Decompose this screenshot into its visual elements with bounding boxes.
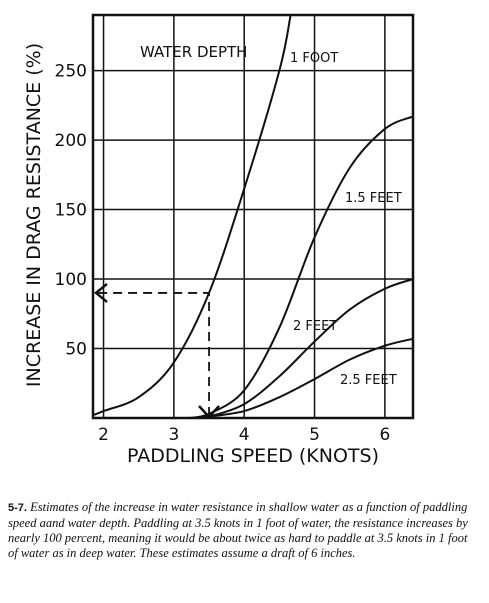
x-tick-label: 3 [168, 425, 179, 445]
legend-label: 2 FEET [293, 319, 337, 334]
plot-frame [91, 13, 415, 420]
caption-text: Estimates of the increase in water resis… [8, 500, 468, 560]
legend-label: 2.5 FEET [340, 373, 397, 388]
annotation-arrow [94, 282, 220, 419]
x-tick-label: 5 [309, 425, 320, 445]
annotation-line [97, 292, 210, 416]
caption-number: 5-7. [8, 502, 27, 514]
curve [92, 14, 292, 417]
y-tick-label: 100 [55, 270, 87, 290]
y-tick-label: 200 [55, 131, 87, 151]
y-axis-title: INCREASE IN DRAG RESISTANCE (%) [23, 43, 45, 387]
x-tick-label: 2 [98, 425, 109, 445]
x-tick-label: 4 [239, 425, 250, 445]
chart: WATER DEPTH PADDLING SPEED (KNOTS) INCRE… [23, 13, 415, 467]
y-tick-label: 50 [65, 340, 87, 360]
legend-label: 1 FOOT [290, 51, 338, 66]
legend-label: 1.5 FEET [345, 191, 402, 206]
y-tick-label: 250 [55, 62, 87, 82]
x-tick-label: 6 [379, 425, 390, 445]
legend-title: WATER DEPTH [140, 43, 247, 61]
caption: 5-7. Estimates of the increase in water … [8, 500, 480, 561]
x-axis-title: PADDLING SPEED (KNOTS) [127, 445, 379, 467]
y-tick-label: 150 [55, 201, 87, 221]
